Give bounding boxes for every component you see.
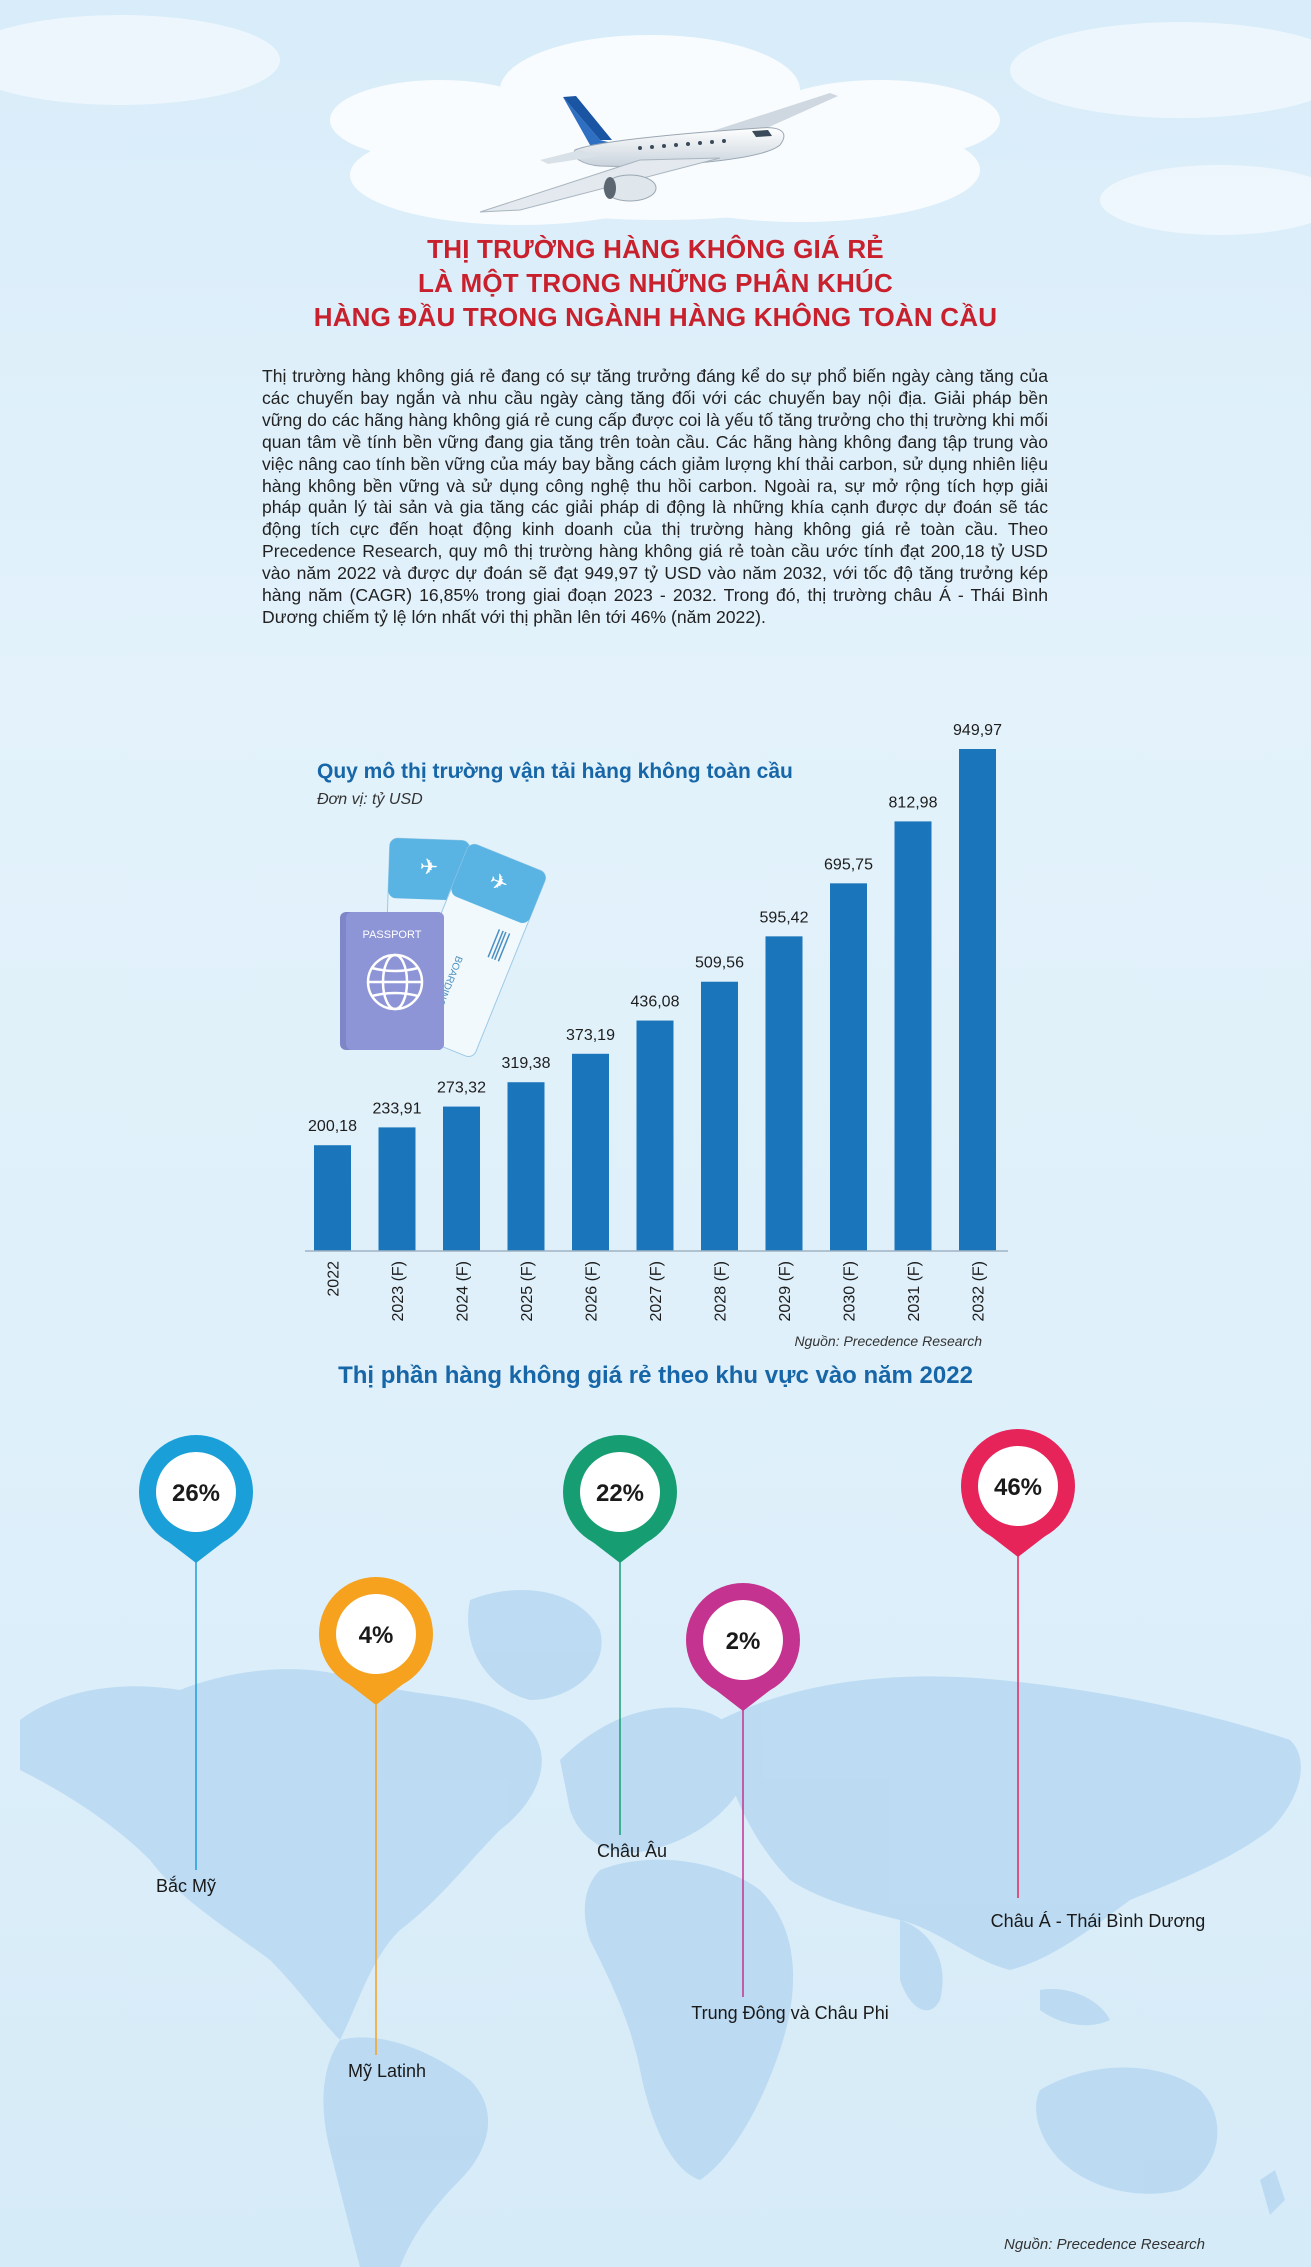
category-label: 2025 (F) [519, 1261, 536, 1321]
bar-2031 [894, 821, 932, 1251]
page-title: THỊ TRƯỜNG HÀNG KHÔNG GIÁ RẺ LÀ MỘT TRON… [0, 232, 1311, 334]
region-share-value: 26% [172, 1480, 220, 1507]
category-label: 2027 (F) [648, 1261, 665, 1321]
bar-2029 [765, 936, 803, 1251]
title-line-1: THỊ TRƯỜNG HÀNG KHÔNG GIÁ RẺ [427, 234, 884, 264]
region-share-value: 22% [596, 1480, 644, 1507]
bar-value-label: 812,98 [889, 794, 938, 811]
region-label: Châu Á - Thái Bình Dương [990, 1911, 1206, 1931]
region-label: Bắc Mỹ [155, 1876, 217, 1896]
region-label: Mỹ Latinh [347, 2061, 427, 2081]
category-label: 2029 (F) [777, 1261, 794, 1321]
map-title: Thị phần hàng không giá rẻ theo khu vực … [338, 1362, 973, 1389]
region-label: Trung Đông và Châu Phi [691, 2003, 889, 2023]
bar-2032 [959, 749, 996, 1251]
intro-paragraph: Thị trường hàng không giá rẻ đang có sự … [262, 366, 1048, 627]
bar-value-label: 273,32 [437, 1080, 486, 1097]
category-label: 2030 (F) [842, 1261, 859, 1321]
bar-value-label: 509,56 [695, 955, 744, 972]
bar-2022 [314, 1145, 351, 1251]
region-share-value: 2% [726, 1628, 761, 1655]
globe-icon [366, 953, 424, 1011]
chart-source: Nguồn: Precedence Research [794, 1333, 982, 1349]
bar-2028 [701, 981, 738, 1251]
pin-inner-circle [978, 1446, 1058, 1526]
region-label: Châu Âu [596, 1841, 668, 1861]
bar-value-label: 233,91 [373, 1100, 422, 1117]
bar-2026 [572, 1053, 609, 1251]
airplane-icon: ✈ [419, 855, 438, 881]
category-label: 2023 (F) [390, 1261, 407, 1321]
bar-value-label: 595,42 [760, 909, 809, 926]
bar-value-label: 436,08 [631, 994, 680, 1011]
pin-inner-circle [703, 1600, 783, 1680]
bar-value-label: 695,75 [824, 856, 873, 873]
bar-value-label: 373,19 [566, 1027, 615, 1044]
airplane-illustration [479, 93, 838, 213]
category-label: 2022 [326, 1261, 343, 1297]
title-line-3: HÀNG ĐẦU TRONG NGÀNH HÀNG KHÔNG TOÀN CẦU [313, 302, 998, 332]
background-clouds [0, 15, 1311, 235]
bar-2030 [830, 883, 867, 1251]
pin-inner-circle [580, 1452, 660, 1532]
bar-value-label: 200,18 [308, 1118, 357, 1135]
region-share-value: 46% [994, 1474, 1042, 1501]
pin-inner-circle [156, 1452, 236, 1532]
bar-2024 [443, 1106, 480, 1251]
title-line-2: LÀ MỘT TRONG NHỮNG PHÂN KHÚC [418, 268, 893, 298]
passport-ticket-illustration: ✈ ✈ BOARDING PASS PASSPORT [340, 837, 546, 1057]
region-share-value: 4% [359, 1622, 394, 1649]
category-label: 2026 (F) [584, 1261, 601, 1321]
chart-title: Quy mô thị trường vận tải hàng không toà… [317, 760, 793, 783]
passport-label: PASSPORT [363, 929, 422, 941]
category-label: 2031 (F) [906, 1261, 923, 1321]
category-label: 2028 (F) [713, 1261, 730, 1321]
pin-inner-circle [336, 1594, 416, 1674]
chart-unit: Đơn vị: tỷ USD [317, 791, 423, 808]
bar-value-label: 949,97 [953, 722, 1002, 739]
map-source: Nguồn: Precedence Research [1004, 2236, 1205, 2253]
bar-value-label: 319,38 [502, 1055, 551, 1072]
category-label: 2024 (F) [455, 1261, 472, 1321]
bar-2023 [378, 1127, 416, 1251]
bar-2027 [636, 1020, 674, 1251]
bar-2025 [507, 1082, 545, 1251]
market-size-bar-chart: 200,18 2022 233,91 2023 (F) 273,32 2024 (F) 31… [305, 722, 1008, 1321]
category-label: 2032 (F) [971, 1261, 988, 1321]
